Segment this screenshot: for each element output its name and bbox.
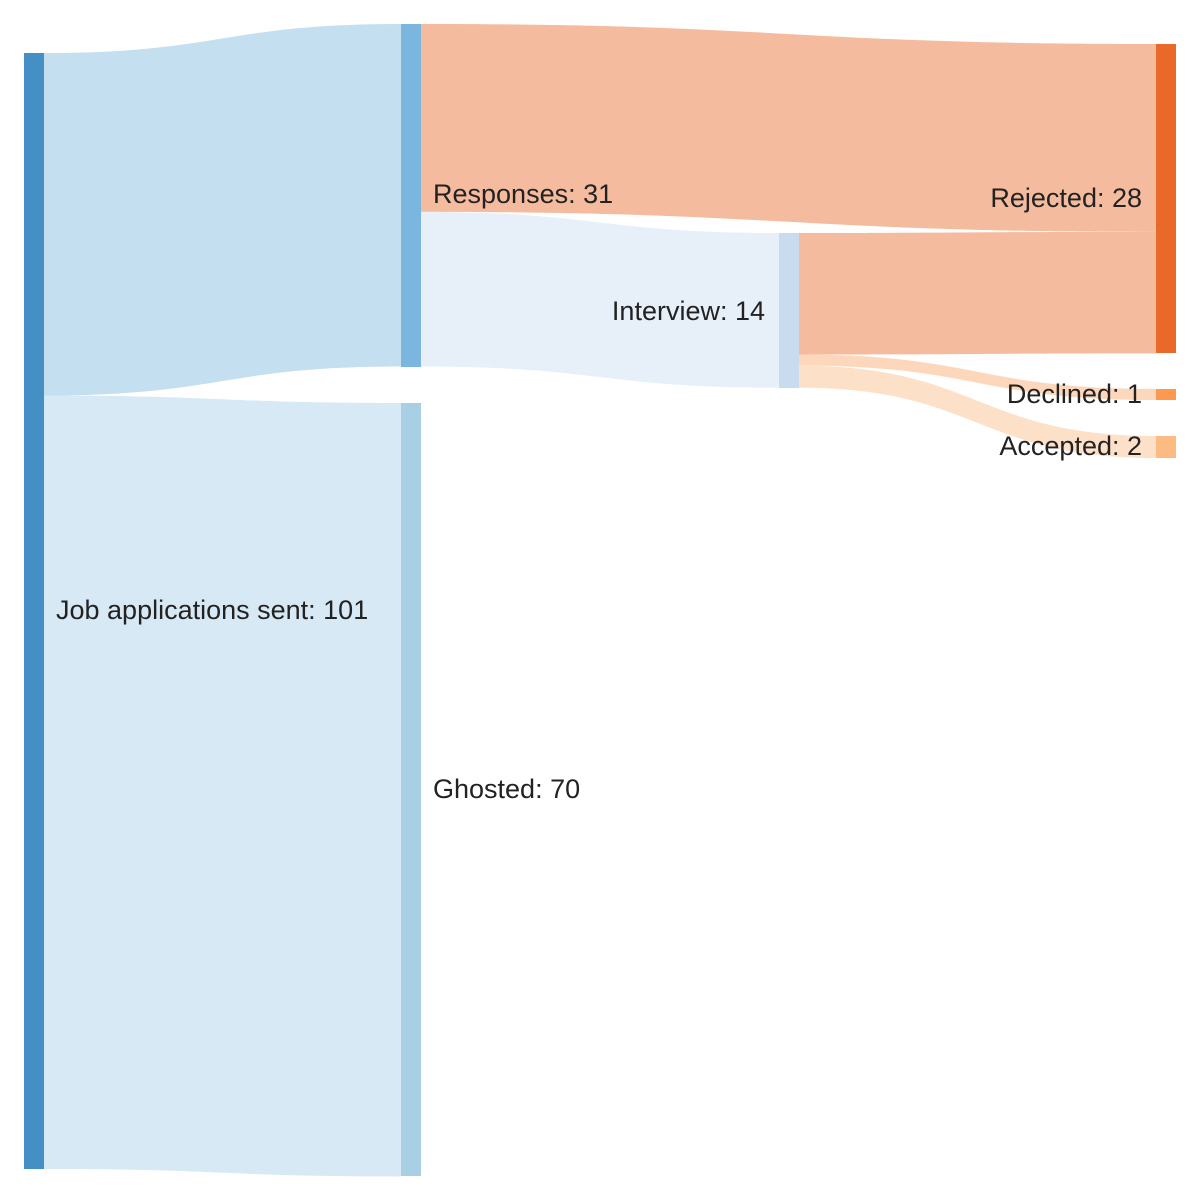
node-label-interview: Interview: 14 [612, 296, 765, 326]
link-applications-to-ghosted[interactable] [44, 395, 401, 1177]
node-applications[interactable] [24, 53, 44, 1169]
node-declined[interactable] [1156, 389, 1176, 400]
node-label-responses: Responses: 31 [433, 179, 613, 209]
node-label-rejected: Rejected: 28 [990, 183, 1142, 213]
link-interview-to-rejected[interactable] [799, 231, 1156, 355]
node-ghosted[interactable] [401, 403, 421, 1176]
node-label-ghosted: Ghosted: 70 [433, 774, 580, 804]
node-label-applications: Job applications sent: 101 [56, 595, 368, 625]
link-responses-to-rejected[interactable] [421, 24, 1156, 232]
link-responses-to-interview[interactable] [421, 211, 779, 388]
links-layer [44, 24, 1156, 1177]
node-accepted[interactable] [1156, 436, 1176, 458]
node-interview[interactable] [779, 233, 799, 388]
nodes-layer [24, 24, 1176, 1176]
link-interview-to-declined[interactable] [799, 354, 1156, 401]
link-interview-to-accepted[interactable] [799, 365, 1156, 459]
node-responses[interactable] [401, 24, 421, 367]
node-label-accepted: Accepted: 2 [999, 431, 1142, 461]
labels-layer: Job applications sent: 101 Responses: 31 G… [56, 179, 1142, 804]
node-label-declined: Declined: 1 [1007, 379, 1142, 409]
link-applications-to-responses[interactable] [44, 24, 401, 396]
node-rejected[interactable] [1156, 44, 1176, 353]
